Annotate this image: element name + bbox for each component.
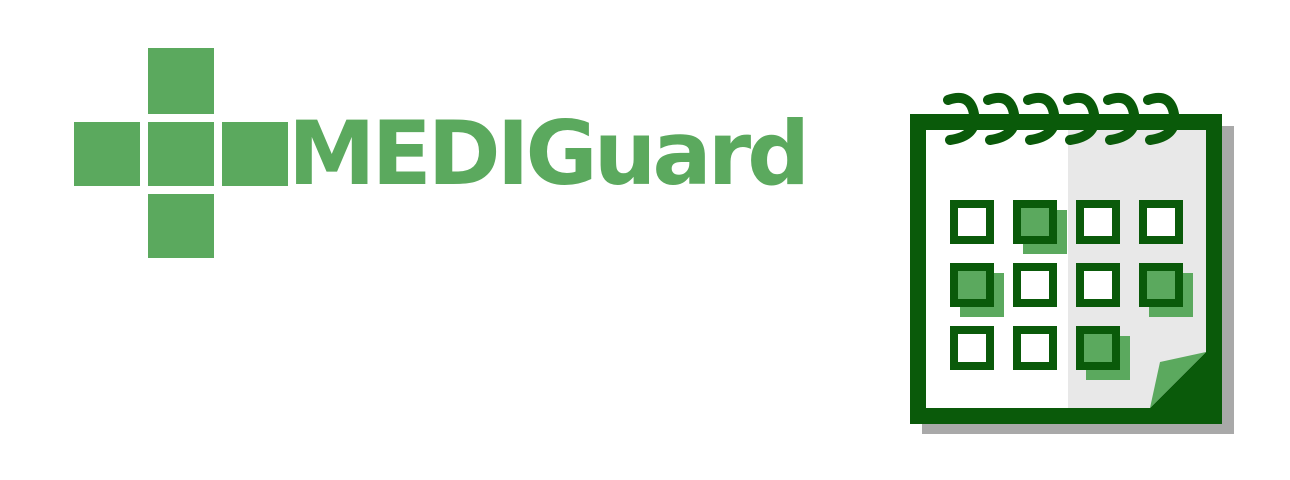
calendar-day (1013, 326, 1057, 370)
calendar-day-marked (1076, 326, 1120, 370)
calendar-day-marked (1139, 263, 1183, 307)
calendar-day-grid (950, 200, 1193, 380)
calendar-day (1076, 263, 1120, 307)
calendar-day-marked (950, 263, 994, 307)
logo-wordmark: MEDIGuard (288, 102, 810, 205)
cross-block-top (148, 48, 214, 114)
calendar-day (950, 326, 994, 370)
page-curl-fold (1150, 352, 1206, 408)
calendar-day (1139, 200, 1183, 244)
calendar-day (1013, 263, 1057, 307)
calendar-day (950, 200, 994, 244)
calendar-day-marked (1013, 200, 1057, 244)
cross-block-right (222, 122, 288, 186)
cross-block-bottom (148, 194, 214, 258)
calendar-day (1076, 200, 1120, 244)
cross-block-center (148, 122, 214, 186)
cross-block-left (74, 122, 140, 186)
calendar-rings (943, 92, 1180, 145)
